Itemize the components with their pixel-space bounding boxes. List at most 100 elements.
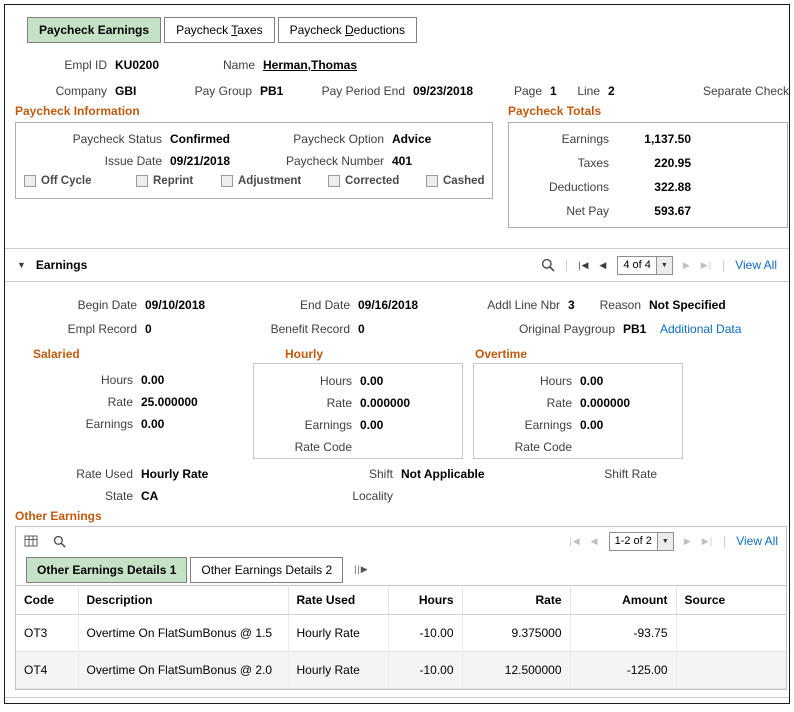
separator: | <box>565 258 569 272</box>
grid-tab-label: Other Earnings Details 1 <box>37 563 177 577</box>
addl-line-nbr-label: Addl Line Nbr <box>487 298 560 312</box>
state-label: State <box>104 489 133 503</box>
other-earnings-grid: |◀ ◀ 1-2 of 2 ▼ ▶ ▶| | View All Other Ea… <box>15 526 787 690</box>
issue-date-label: Issue Date <box>104 154 162 168</box>
totals-deductions-value: 322.88 <box>654 180 691 194</box>
off-cycle-checkbox: Off Cycle <box>24 175 92 187</box>
dropdown-arrow-icon: ▼ <box>656 532 673 550</box>
paycheck-status-label: Paycheck Status <box>72 132 162 146</box>
other-earnings-heading: Other Earnings <box>15 509 102 523</box>
tab-paycheck-deductions[interactable]: Paycheck Deductions <box>277 17 417 43</box>
state-value: CA <box>141 489 159 503</box>
empl-id-label: Empl ID <box>64 58 107 72</box>
grid-view-all-link[interactable]: View All <box>736 534 778 548</box>
grid-tab-bar: Other Earnings Details 1 Other Earnings … <box>16 555 786 583</box>
tab-label: Paycheck <box>176 23 232 37</box>
search-icon[interactable] <box>541 258 555 272</box>
last-rows-icon: ▶| <box>701 535 714 546</box>
line-label: Line <box>577 84 600 98</box>
cell-amount: -93.75 <box>570 614 677 652</box>
personalize-grid-icon[interactable] <box>24 534 39 548</box>
salaried-hours-value: 0.00 <box>141 373 165 387</box>
paycheck-earnings-page: Paycheck Earnings Paycheck Taxes Paychec… <box>4 4 790 704</box>
reprint-label: Reprint <box>153 175 194 187</box>
empl-record-label: Empl Record <box>67 322 137 336</box>
grid-pager: |◀ ◀ 1-2 of 2 ▼ ▶ ▶| | View All <box>569 531 778 551</box>
tab-label: Paycheck Earnings <box>39 23 150 37</box>
cell-description: Overtime On FlatSumBonus @ 2.0 <box>78 651 289 689</box>
reason-label: Reason <box>599 298 641 312</box>
cell-rate: 9.375000 <box>462 614 571 652</box>
earnings-section-title: Earnings <box>35 258 88 272</box>
checkbox-icon <box>221 175 233 187</box>
begin-date-label: Begin Date <box>77 298 137 312</box>
first-row-icon[interactable]: |◀ <box>578 259 590 270</box>
hourly-rate-code-label: Rate Code <box>294 440 352 454</box>
corrected-label: Corrected <box>345 175 400 187</box>
grid-toolbar-icons <box>24 534 66 548</box>
hourly-group: Hours 0.00 Rate 0.000000 Earnings 0.00 R… <box>253 363 463 459</box>
tab-label: eductions <box>353 23 405 37</box>
col-amount: Amount <box>570 585 677 615</box>
pay-group-label: Pay Group <box>194 84 252 98</box>
dropdown-arrow-icon: ▼ <box>655 256 672 274</box>
checkbox-icon <box>24 175 36 187</box>
corrected-checkbox: Corrected <box>328 175 399 187</box>
shift-label: Shift <box>368 467 393 481</box>
col-rate: Rate <box>462 585 571 615</box>
salaried-earnings-value: 0.00 <box>141 417 165 431</box>
additional-data-link[interactable]: Additional Data <box>660 322 742 336</box>
benefit-record-label: Benefit Record <box>270 322 350 336</box>
previous-row-icon[interactable]: ◀ <box>599 259 608 270</box>
col-description: Description <box>78 585 289 615</box>
tab-paycheck-earnings[interactable]: Paycheck Earnings <box>27 17 162 43</box>
tab-other-earnings-details-1[interactable]: Other Earnings Details 1 <box>26 557 188 583</box>
table-header-row: Code Description Rate Used Hours Rate Am… <box>16 585 786 615</box>
paycheck-status-value: Confirmed <box>170 132 230 146</box>
separate-check-label: Separate Check <box>703 84 790 98</box>
earnings-section-header: ▼ Earnings | |◀ ◀ 4 of 4 ▼ ▶ ▶| | View A… <box>5 248 789 282</box>
page-label: Page <box>513 84 542 98</box>
hourly-hours-label: Hours <box>319 374 352 388</box>
locality-label: Locality <box>352 489 393 503</box>
cell-hours: -10.00 <box>388 651 463 689</box>
tab-paycheck-taxes[interactable]: Paycheck Taxes <box>164 17 275 43</box>
employee-name-link[interactable]: Herman,Thomas <box>263 58 358 72</box>
earnings-view-all-link[interactable]: View All <box>735 258 777 272</box>
cell-rate-used: Hourly Rate <box>288 614 389 652</box>
grid-row-select[interactable]: 1-2 of 2 ▼ <box>608 531 674 551</box>
paycheck-information-box: Paycheck Status Confirmed Paycheck Optio… <box>15 122 493 199</box>
paycheck-number-label: Paycheck Number <box>285 154 384 168</box>
col-hours: Hours <box>388 585 463 615</box>
separator: | <box>722 258 726 272</box>
earnings-pager: | |◀ ◀ 4 of 4 ▼ ▶ ▶| | View All <box>541 255 777 275</box>
section-bottom-divider <box>5 697 789 698</box>
original-paygroup-value: PB1 <box>623 322 647 336</box>
cell-code: OT4 <box>16 651 79 689</box>
name-label: Name <box>222 58 255 72</box>
rate-used-value: Hourly Rate <box>141 467 209 481</box>
last-row-icon: ▶| <box>700 259 713 270</box>
earnings-row-select[interactable]: 4 of 4 ▼ <box>617 255 673 275</box>
checkbox-icon <box>136 175 148 187</box>
salaried-heading: Salaried <box>33 347 80 361</box>
overtime-hours-value: 0.00 <box>580 374 604 388</box>
totals-deductions-label: Deductions <box>548 180 609 194</box>
separator: | <box>723 534 727 548</box>
cell-description: Overtime On FlatSumBonus @ 1.5 <box>78 614 289 652</box>
hourly-earnings-value: 0.00 <box>360 418 384 432</box>
tab-other-earnings-details-2[interactable]: Other Earnings Details 2 <box>190 557 344 583</box>
original-paygroup-label: Original Paygroup <box>518 322 615 336</box>
show-all-columns-icon[interactable]: ||▶ <box>354 563 369 574</box>
earnings-row-position: 4 of 4 <box>623 258 651 271</box>
overtime-hours-label: Hours <box>539 374 572 388</box>
adjustment-checkbox: Adjustment <box>221 175 301 187</box>
search-icon[interactable] <box>53 535 66 548</box>
reprint-checkbox: Reprint <box>136 175 193 187</box>
earnings-collapse-toggle[interactable]: ▼ Earnings <box>17 258 87 272</box>
salaried-earnings-label: Earnings <box>85 417 133 431</box>
addl-line-nbr-value: 3 <box>568 298 575 312</box>
cashed-label: Cashed <box>443 175 485 187</box>
pay-group-value: PB1 <box>260 84 284 98</box>
shift-value: Not Applicable <box>401 467 485 481</box>
